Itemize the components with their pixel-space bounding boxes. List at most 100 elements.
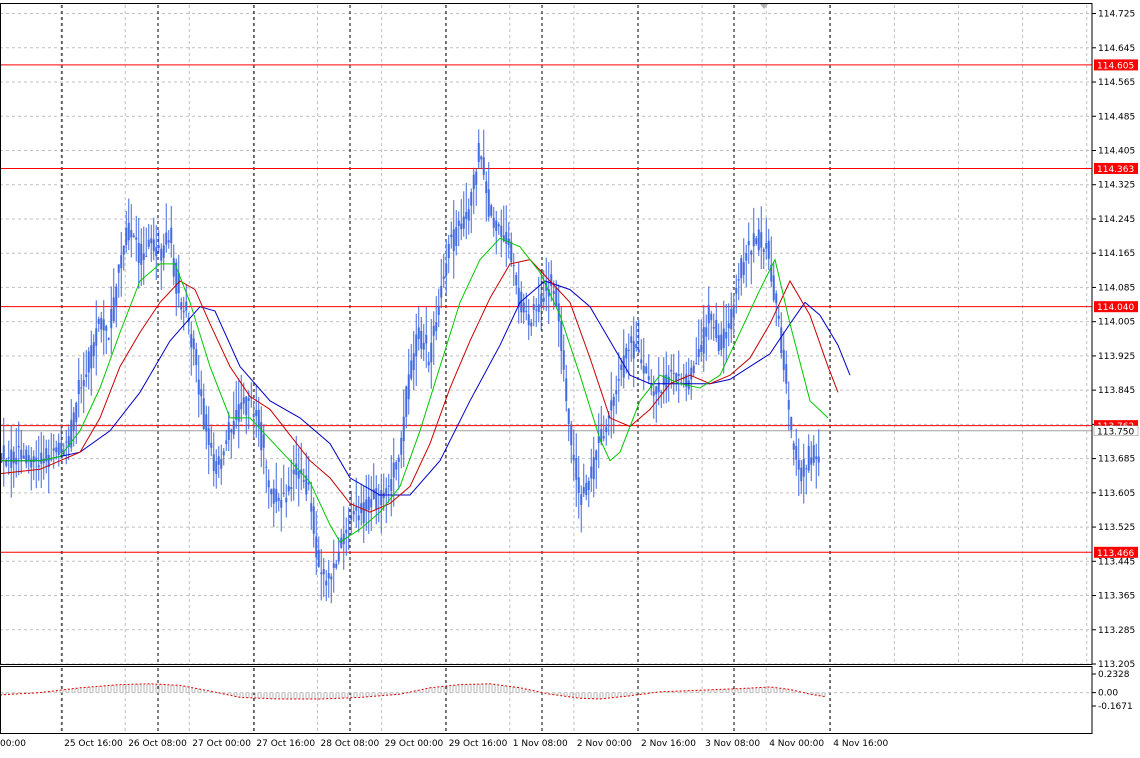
candle-body bbox=[185, 301, 188, 311]
candle-body bbox=[690, 367, 693, 380]
candle-body bbox=[22, 455, 25, 459]
candle-body bbox=[675, 373, 678, 382]
candle-body bbox=[472, 174, 475, 190]
session-separators bbox=[61, 5, 831, 733]
candle-body bbox=[685, 374, 688, 387]
candle-body bbox=[155, 247, 158, 257]
candle-body bbox=[350, 515, 353, 520]
time-label: 29 Oct 00:00 bbox=[385, 739, 444, 749]
candle-body bbox=[540, 294, 543, 308]
candle-body bbox=[550, 274, 553, 287]
candle-body bbox=[215, 461, 218, 474]
candle-body bbox=[592, 457, 595, 480]
candle-body bbox=[577, 477, 580, 494]
candle-body bbox=[715, 319, 718, 338]
candle-body bbox=[530, 322, 533, 327]
chart-frame bbox=[0, 3, 1093, 734]
candle-body bbox=[720, 334, 723, 350]
candle-body bbox=[775, 293, 778, 304]
shift-marker-icon[interactable] bbox=[760, 4, 768, 9]
candle-body bbox=[200, 389, 203, 397]
candle-body bbox=[355, 506, 358, 511]
candle-body bbox=[297, 470, 300, 479]
oscillator-axis: 0.2328 0.00 -0.1671 bbox=[1092, 670, 1133, 712]
candle-body bbox=[730, 309, 733, 330]
candle-body bbox=[587, 480, 590, 490]
candle-body bbox=[610, 400, 613, 411]
candle-body bbox=[815, 456, 818, 460]
candle-body bbox=[292, 469, 295, 475]
candle-body bbox=[510, 241, 513, 263]
price-axis: 114.725 114.645 114.565 114.485 114.405 114.3… bbox=[1092, 10, 1135, 670]
candle-body bbox=[512, 265, 515, 267]
candle-body bbox=[262, 434, 265, 448]
candle-body bbox=[732, 304, 735, 318]
candle-body bbox=[202, 398, 205, 430]
candle-body bbox=[632, 341, 635, 359]
level-price-tag: 113.466 bbox=[1094, 546, 1138, 559]
candle-body bbox=[65, 441, 68, 443]
candle-body bbox=[50, 459, 53, 461]
candle-body bbox=[452, 229, 455, 252]
candle-body bbox=[42, 459, 45, 464]
candle-body bbox=[125, 227, 128, 245]
price-tick-label: 113.845 bbox=[1098, 386, 1135, 396]
candle-body bbox=[237, 404, 240, 422]
candle-body bbox=[620, 364, 623, 370]
candle-body bbox=[810, 457, 813, 465]
candle-body bbox=[10, 449, 13, 468]
candle-body bbox=[80, 387, 83, 389]
candle-body bbox=[770, 264, 773, 282]
candle-body bbox=[407, 374, 410, 400]
candle-body bbox=[645, 366, 648, 374]
candle-body bbox=[615, 390, 618, 395]
candle-body bbox=[170, 227, 173, 244]
candle-body bbox=[62, 450, 65, 456]
candle-body bbox=[687, 380, 690, 390]
candle-body bbox=[475, 171, 478, 185]
candle-body bbox=[427, 361, 430, 366]
candle-body bbox=[477, 142, 480, 162]
candle-body bbox=[777, 315, 780, 319]
candle-body bbox=[95, 328, 98, 346]
osc-panel-border bbox=[0, 666, 1093, 734]
candle-body bbox=[535, 309, 538, 311]
candle-body bbox=[272, 488, 275, 504]
candle-body bbox=[400, 437, 403, 455]
candle-body bbox=[657, 382, 660, 393]
candle-body bbox=[220, 459, 223, 469]
level-price-tag-text: 114.605 bbox=[1097, 61, 1134, 71]
candle-body bbox=[375, 488, 378, 510]
candle-body bbox=[275, 489, 278, 502]
candle-body bbox=[602, 436, 605, 439]
candle-body bbox=[145, 256, 148, 258]
candle-body bbox=[12, 451, 15, 464]
time-label: 28 Oct 08:00 bbox=[321, 739, 380, 749]
candle-body bbox=[152, 239, 155, 252]
candle-body bbox=[542, 297, 545, 302]
candle-body bbox=[82, 380, 85, 387]
current-price-tag: 113.750 bbox=[1093, 425, 1139, 437]
candle-body bbox=[797, 459, 800, 470]
current-price-tag-text: 113.750 bbox=[1097, 427, 1134, 437]
candle-body bbox=[365, 499, 368, 510]
time-label: 29 Oct 16:00 bbox=[449, 739, 508, 749]
price-tick-label: 113.525 bbox=[1098, 523, 1135, 533]
candle-body bbox=[102, 319, 105, 331]
candle-body bbox=[515, 275, 518, 286]
candle-body bbox=[432, 325, 435, 336]
candle-body bbox=[367, 496, 370, 511]
candle-body bbox=[110, 309, 113, 329]
level-price-tag-text: 114.363 bbox=[1097, 165, 1134, 175]
candle-body bbox=[460, 223, 463, 230]
candle-body bbox=[555, 287, 558, 306]
candle-body bbox=[285, 497, 288, 503]
candle-body bbox=[330, 576, 333, 580]
candle-body bbox=[337, 552, 340, 562]
candle-body bbox=[295, 463, 298, 475]
candle-body bbox=[77, 380, 80, 395]
candle-body bbox=[745, 253, 748, 261]
